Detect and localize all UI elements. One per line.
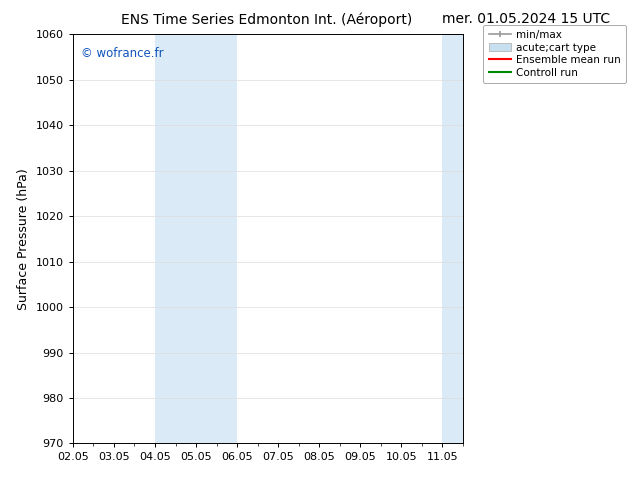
- Bar: [443, 34, 483, 443]
- Text: ENS Time Series Edmonton Int. (Aéroport): ENS Time Series Edmonton Int. (Aéroport): [120, 12, 412, 27]
- Text: mer. 01.05.2024 15 UTC: mer. 01.05.2024 15 UTC: [442, 12, 611, 26]
- Legend: min/max, acute;cart type, Ensemble mean run, Controll run: min/max, acute;cart type, Ensemble mean …: [483, 25, 626, 83]
- Y-axis label: Surface Pressure (hPa): Surface Pressure (hPa): [17, 168, 30, 310]
- Bar: [155, 34, 237, 443]
- Text: © wofrance.fr: © wofrance.fr: [81, 47, 164, 60]
